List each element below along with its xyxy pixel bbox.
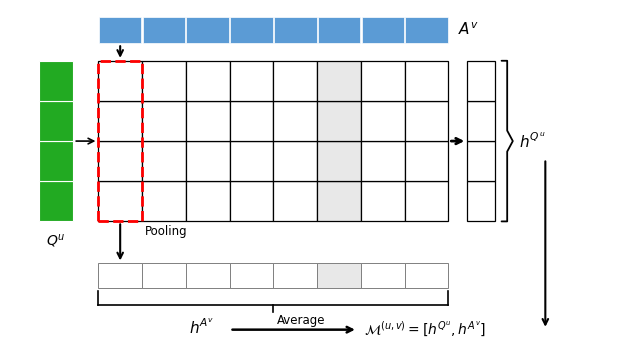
Bar xyxy=(273,61,317,101)
Bar xyxy=(404,263,448,288)
Bar xyxy=(230,141,273,181)
Bar xyxy=(142,61,186,101)
Bar xyxy=(317,263,361,288)
Text: $A^v$: $A^v$ xyxy=(458,22,479,38)
Text: $h^{A^v}$: $h^{A^v}$ xyxy=(189,318,214,338)
Text: Average: Average xyxy=(276,314,325,327)
Bar xyxy=(186,61,230,101)
Bar xyxy=(99,17,141,43)
Bar xyxy=(404,181,448,221)
Bar xyxy=(99,101,142,141)
Bar xyxy=(230,263,273,288)
Bar xyxy=(274,17,317,43)
Bar xyxy=(143,17,185,43)
Bar xyxy=(99,181,142,221)
Bar xyxy=(361,61,404,101)
Bar xyxy=(99,141,142,181)
Bar xyxy=(273,101,317,141)
Bar xyxy=(317,61,361,101)
Bar xyxy=(186,101,230,141)
Text: Pooling: Pooling xyxy=(145,225,188,238)
Bar xyxy=(404,101,448,141)
Bar xyxy=(467,141,495,181)
Bar xyxy=(361,263,404,288)
Bar xyxy=(361,181,404,221)
Bar xyxy=(187,17,229,43)
Bar xyxy=(362,17,404,43)
Bar xyxy=(39,61,73,101)
Bar xyxy=(186,181,230,221)
Bar xyxy=(142,101,186,141)
Bar xyxy=(99,61,142,101)
Bar xyxy=(361,101,404,141)
Bar xyxy=(405,17,448,43)
Bar xyxy=(404,61,448,101)
Bar xyxy=(318,17,360,43)
Bar xyxy=(99,61,142,221)
Bar xyxy=(99,263,142,288)
Bar xyxy=(230,101,273,141)
Bar xyxy=(273,141,317,181)
Bar xyxy=(230,17,273,43)
Text: $\mathcal{M}^{(u,v)} = [h^{Q^u}, h^{A^v}]$: $\mathcal{M}^{(u,v)} = [h^{Q^u}, h^{A^v}… xyxy=(364,320,486,339)
Bar xyxy=(273,263,317,288)
Text: $h^{Q^u}$: $h^{Q^u}$ xyxy=(519,132,546,151)
Bar xyxy=(317,181,361,221)
Bar xyxy=(39,181,73,221)
Bar xyxy=(142,181,186,221)
Bar xyxy=(186,263,230,288)
Bar xyxy=(361,141,404,181)
Bar xyxy=(317,101,361,141)
Bar xyxy=(404,141,448,181)
Bar xyxy=(39,101,73,141)
Bar xyxy=(230,61,273,101)
Text: $Q^u$: $Q^u$ xyxy=(46,232,66,249)
Bar xyxy=(317,141,361,181)
Bar xyxy=(467,181,495,221)
Bar xyxy=(467,61,495,101)
Bar xyxy=(186,141,230,181)
Bar xyxy=(142,141,186,181)
Bar xyxy=(39,141,73,181)
Bar xyxy=(230,181,273,221)
Bar xyxy=(142,263,186,288)
Bar xyxy=(467,101,495,141)
Bar xyxy=(273,181,317,221)
